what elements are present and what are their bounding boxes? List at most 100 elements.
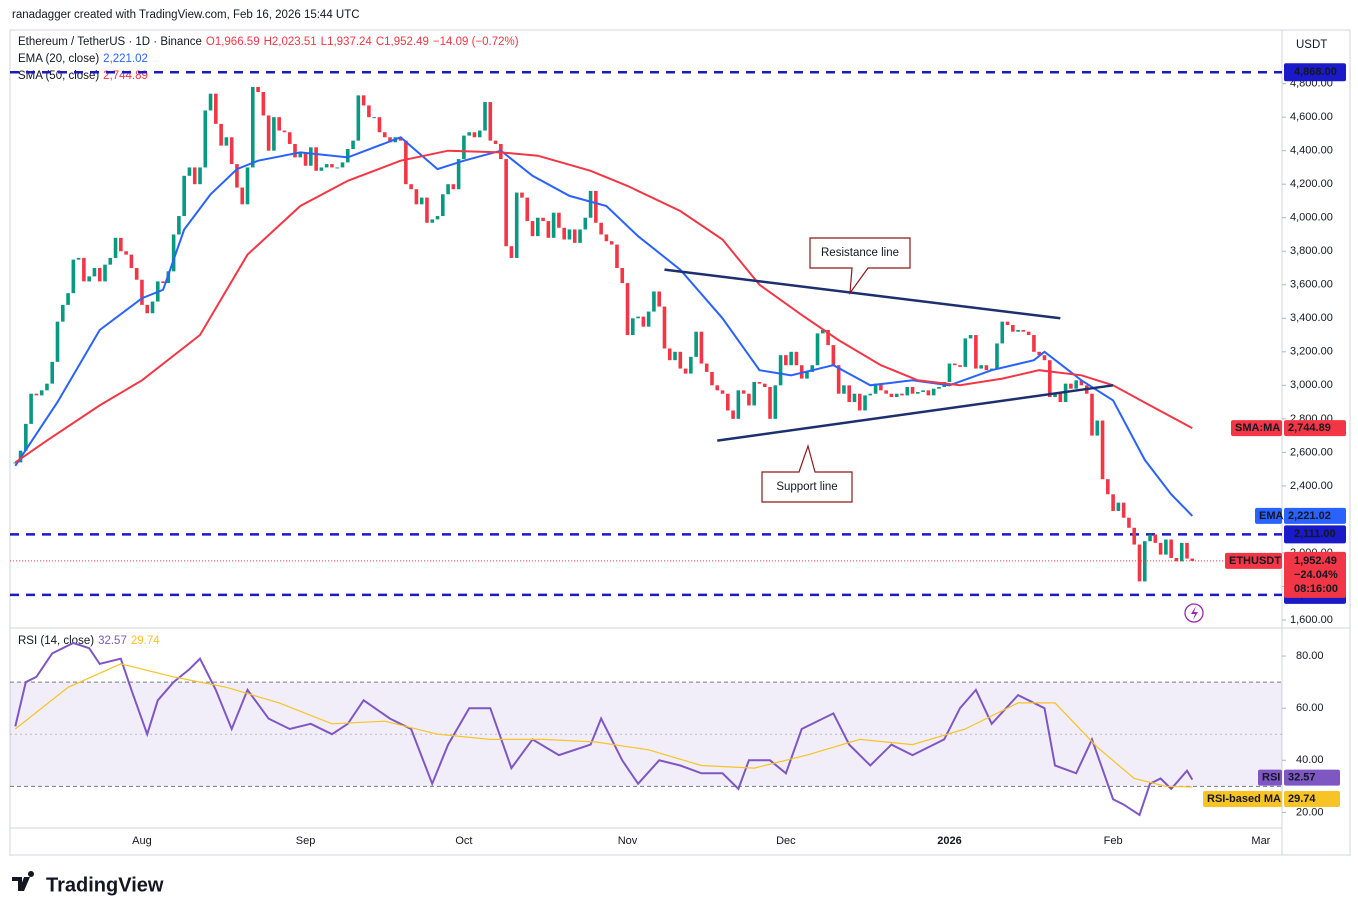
y-tick-label: 1,600.00	[1290, 614, 1333, 626]
candle-body	[884, 390, 888, 394]
candle-body	[456, 159, 461, 190]
candle-body	[187, 167, 192, 176]
rsi-value: 32.57	[1288, 772, 1316, 784]
candle-body	[192, 167, 197, 185]
candle-body	[958, 365, 962, 367]
candle-body	[588, 190, 593, 218]
y-tick-label: 3,200.00	[1290, 346, 1333, 358]
candle-body	[87, 276, 91, 282]
candle-body	[55, 321, 60, 362]
alert-icon[interactable]	[1184, 603, 1204, 623]
x-tick-label: Dec	[776, 835, 796, 847]
candle-body	[894, 393, 899, 398]
candle-body	[309, 147, 313, 166]
candle-body	[39, 390, 44, 396]
candle-body	[768, 387, 772, 419]
candle-body	[198, 167, 202, 185]
candle-body	[847, 385, 852, 403]
candle-body	[520, 192, 524, 198]
candle-body	[525, 197, 530, 222]
candle-body	[382, 132, 387, 138]
symbol-legend: Ethereum / TetherUS · 1D · Binance O1,966…	[18, 36, 519, 48]
price-badge: 08:16:00	[1294, 583, 1338, 595]
x-tick-label: Mar	[1251, 835, 1270, 847]
annotation-text: Support line	[776, 481, 837, 493]
level-badge-bg	[1284, 63, 1346, 82]
candle-body	[583, 217, 588, 230]
candle-body	[673, 351, 677, 361]
candle-body	[905, 387, 910, 396]
candle-body	[631, 318, 635, 336]
candle-body	[150, 301, 155, 314]
candle-body	[747, 393, 751, 406]
candle-body	[1153, 534, 1158, 543]
candle-body	[715, 385, 720, 391]
candle-body	[831, 345, 836, 366]
candle-body	[810, 365, 815, 372]
rsi-value-bg	[1284, 769, 1340, 786]
candle-body	[261, 92, 266, 116]
indicator-line	[14, 149, 1193, 464]
candle-body	[704, 363, 709, 372]
candle-body	[736, 390, 741, 419]
candle-body	[356, 95, 361, 141]
candle-body	[815, 333, 820, 366]
level-badge-bg	[1284, 525, 1346, 544]
candle-body	[245, 167, 250, 205]
x-tick-label: Nov	[618, 835, 638, 847]
candle-body	[546, 221, 551, 238]
candle-body	[641, 316, 646, 327]
candle-body	[514, 192, 519, 258]
sma-tag-bg	[1231, 420, 1282, 437]
candle-body	[974, 335, 978, 369]
credit: ranadagger created with TradingView.com,…	[12, 9, 360, 21]
ema-value-bg	[1284, 507, 1346, 524]
candle-body	[968, 335, 973, 339]
price-badge-bg	[1284, 551, 1346, 598]
candle-body	[1026, 331, 1031, 336]
candle-body	[784, 355, 788, 366]
candle-body	[900, 393, 904, 396]
candle-body	[1095, 420, 1100, 436]
candle-body	[1042, 355, 1047, 361]
candle-body	[530, 221, 535, 237]
candle-body	[277, 117, 281, 131]
level-label: 2,111.00	[1294, 528, 1336, 540]
y-tick-label: 3,800.00	[1290, 245, 1333, 257]
candle-body	[483, 102, 487, 131]
ohlc: L1,937.24	[321, 36, 373, 48]
candle-body	[504, 159, 508, 247]
candle-body	[140, 279, 144, 305]
candle-body	[910, 387, 915, 394]
candle-body	[778, 355, 783, 386]
candle-body	[1047, 360, 1052, 398]
candle-body	[430, 219, 435, 223]
ohlc: C1,952.49	[376, 36, 429, 48]
candle-body	[821, 330, 825, 334]
ema-legend: EMA (20, close) 2,221.02	[18, 53, 148, 65]
candle-body	[446, 184, 450, 195]
candle-body	[71, 259, 76, 294]
candle-body	[1000, 321, 1005, 344]
alert-bolt	[1191, 606, 1198, 620]
candle-body	[34, 393, 39, 396]
price-badge: −24.04%	[1294, 569, 1338, 581]
candle-body	[134, 268, 139, 280]
candle-body	[472, 132, 477, 138]
candle-body	[1016, 330, 1020, 332]
candle-body	[119, 237, 123, 252]
candle-body	[108, 257, 113, 265]
candle-body	[726, 393, 730, 411]
candle-body	[1137, 544, 1142, 582]
legend-value: 29.74	[131, 635, 160, 647]
candle-body	[293, 143, 297, 158]
candle-body	[572, 229, 577, 243]
annotation-box	[761, 443, 853, 503]
candle-body	[404, 140, 408, 185]
annotation: Resistance line	[809, 237, 911, 296]
candle-body	[868, 393, 873, 396]
candle-body	[256, 86, 260, 93]
candle-body	[377, 117, 382, 133]
y-tick-label: 2,600.00	[1290, 446, 1333, 458]
trendline	[664, 268, 1061, 320]
